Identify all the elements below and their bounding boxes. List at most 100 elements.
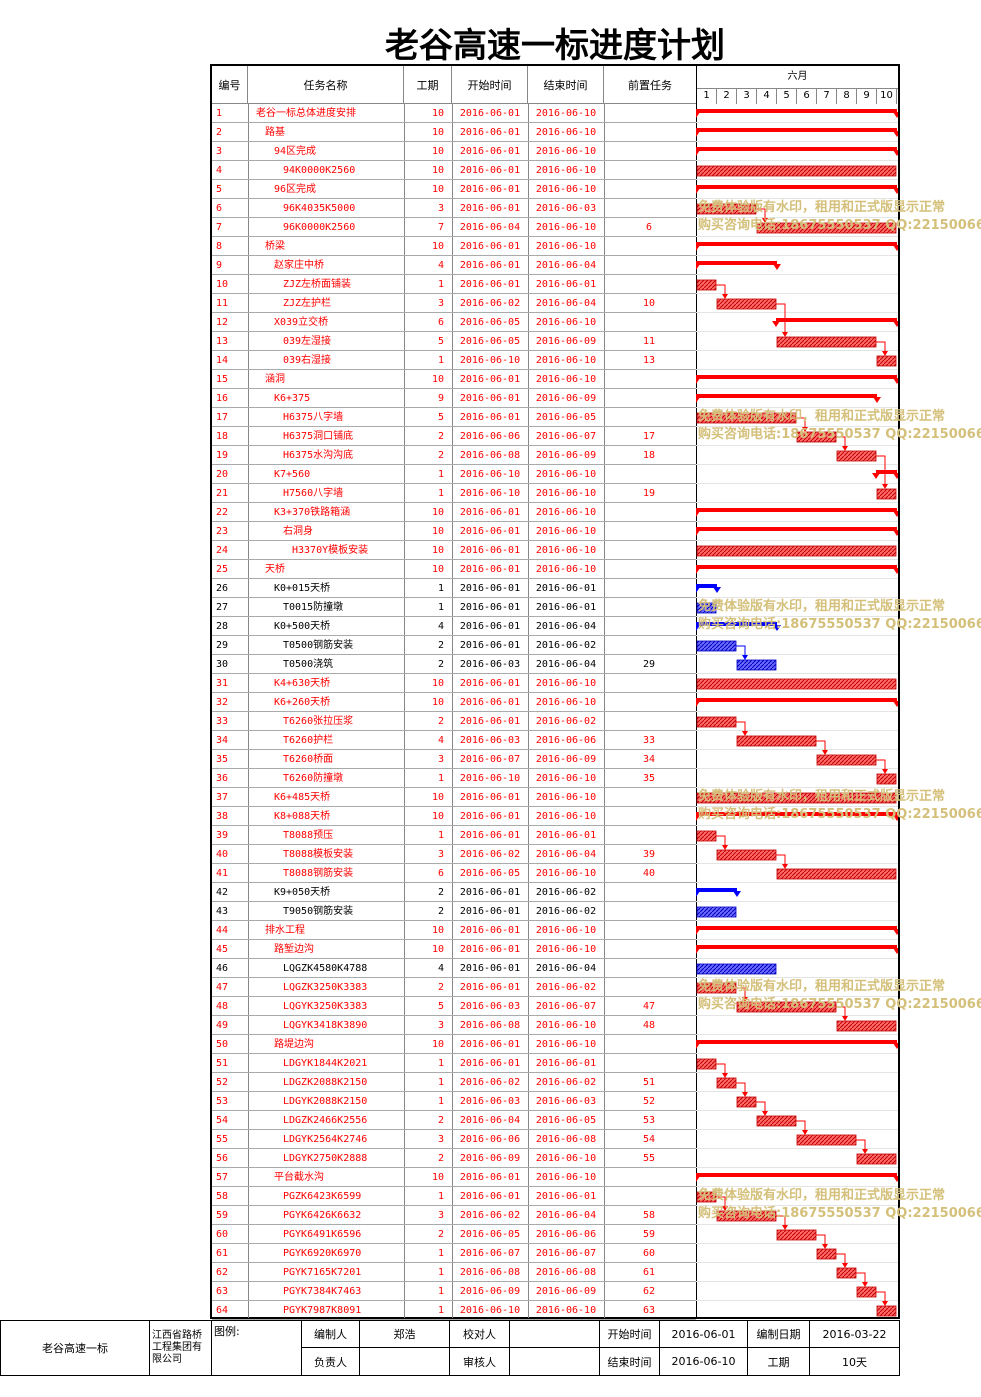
cell-start: 2016-06-07 xyxy=(459,1248,521,1259)
footer-project: 老谷高速一标 xyxy=(0,1320,150,1376)
cell-name: 路堑边沟 xyxy=(274,944,314,955)
cell-pred xyxy=(604,104,694,123)
summary-bar xyxy=(696,109,897,113)
cell-end: 2016-06-08 xyxy=(535,1134,597,1145)
summary-bar-end xyxy=(873,397,881,403)
cell-end: 2016-06-10 xyxy=(535,1153,597,1164)
table-row: 14 039右湿接 1 2016-06-10 2016-06-10 13 xyxy=(212,351,696,370)
summary-bar xyxy=(696,375,897,379)
cell-start: 2016-06-02 xyxy=(459,1210,521,1221)
cell-end: 2016-06-10 xyxy=(535,127,597,138)
day-header-cell: 2 xyxy=(717,88,737,104)
cell-id: 50 xyxy=(216,1039,229,1050)
cell-end: 2016-06-02 xyxy=(535,906,597,917)
cell-dur: 10 xyxy=(431,526,444,537)
cell-pred xyxy=(604,389,694,408)
task-bar xyxy=(856,1153,897,1165)
cell-end: 2016-06-10 xyxy=(535,868,597,879)
dependency-arrow xyxy=(742,997,748,1002)
cell-pred xyxy=(604,541,694,560)
cell-dur: 10 xyxy=(431,925,444,936)
footer-reviewer xyxy=(510,1348,600,1376)
cell-id: 15 xyxy=(216,374,229,385)
summary-bar-end xyxy=(696,948,700,954)
task-bar xyxy=(696,906,737,918)
cell-dur: 6 xyxy=(437,317,444,328)
summary-bar-end xyxy=(893,378,898,384)
task-bar xyxy=(696,602,717,614)
cell-pred xyxy=(604,617,694,636)
cell-dur: 5 xyxy=(437,412,444,423)
summary-bar-end xyxy=(696,378,700,384)
cell-dur: 9 xyxy=(437,393,444,404)
cell-pred: 11 xyxy=(642,336,656,347)
task-bar xyxy=(756,222,897,234)
cell-name: T0500浇筑 xyxy=(283,659,334,670)
cell-end: 2016-06-01 xyxy=(535,1191,597,1202)
table-row: 39 T8088预压 1 2016-06-01 2016-06-01 xyxy=(212,826,696,845)
dependency-arrow xyxy=(742,1092,748,1097)
cell-start: 2016-06-06 xyxy=(459,431,521,442)
watermark-line: 免费体验版有水印，租用和正式版显示正常 xyxy=(698,409,946,424)
cell-id: 1 xyxy=(216,108,223,119)
cell-dur: 4 xyxy=(437,963,444,974)
cell-dur: 3 xyxy=(437,849,444,860)
dependency-line xyxy=(756,1101,766,1115)
dependency-line xyxy=(796,1120,806,1134)
day-header-cell: 4 xyxy=(757,88,777,104)
dependency-arrow xyxy=(782,1225,788,1230)
summary-bar-end xyxy=(696,891,700,897)
cell-id: 51 xyxy=(216,1058,229,1069)
table-row: 60 PGYK6491K6596 2 2016-06-05 2016-06-06 59 xyxy=(212,1225,696,1244)
cell-dur: 2 xyxy=(437,716,444,727)
cell-dur: 1 xyxy=(437,279,444,290)
cell-id: 38 xyxy=(216,811,229,822)
cell-dur: 3 xyxy=(437,1210,444,1221)
table-row: 45 路堑边沟 10 2016-06-01 2016-06-10 xyxy=(212,940,696,959)
dependency-arrow xyxy=(882,1301,888,1306)
cell-start: 2016-06-01 xyxy=(459,944,521,955)
summary-bar xyxy=(696,128,897,132)
summary-bar xyxy=(696,261,777,265)
cell-name: 94区完成 xyxy=(274,146,317,157)
table-row: 47 LQGZK3250K3383 2 2016-06-01 2016-06-02 xyxy=(212,978,696,997)
summary-bar xyxy=(696,1040,897,1044)
cell-name: 桥梁 xyxy=(265,241,285,252)
dependency-line xyxy=(856,1139,866,1153)
cell-dur: 4 xyxy=(437,260,444,271)
table-row: 8 桥梁 10 2016-06-01 2016-06-10 xyxy=(212,237,696,256)
cell-end: 2016-06-10 xyxy=(535,564,597,575)
cell-name: PGYK6920K6970 xyxy=(283,1248,362,1259)
cell-start: 2016-06-09 xyxy=(459,1286,521,1297)
table-row: 26 K0+015天桥 1 2016-06-01 2016-06-01 xyxy=(212,579,696,598)
cell-pred xyxy=(604,256,694,275)
footer-compiler: 郑浩 xyxy=(360,1320,450,1348)
cell-dur: 1 xyxy=(437,773,444,784)
cell-end: 2016-06-07 xyxy=(535,1001,597,1012)
cell-pred: 62 xyxy=(642,1286,656,1297)
cell-id: 62 xyxy=(216,1267,229,1278)
cell-dur: 10 xyxy=(431,165,444,176)
cell-name: PGZK6423K6599 xyxy=(283,1191,362,1202)
dependency-line xyxy=(756,208,766,222)
summary-bar xyxy=(696,945,897,949)
cell-dur: 5 xyxy=(437,336,444,347)
cell-dur: 1 xyxy=(437,1267,444,1278)
cell-name: X039立交桥 xyxy=(274,317,329,328)
summary-bar-end xyxy=(773,625,781,631)
cell-pred: 18 xyxy=(642,450,656,461)
cell-id: 49 xyxy=(216,1020,229,1031)
cell-start: 2016-06-01 xyxy=(459,621,521,632)
cell-pred xyxy=(604,598,694,617)
cell-dur: 10 xyxy=(431,1172,444,1183)
table-row: 27 T0015防撞墩 1 2016-06-01 2016-06-01 xyxy=(212,598,696,617)
cell-name: 平台截水沟 xyxy=(274,1172,324,1183)
cell-name: LDGYK2750K2888 xyxy=(283,1153,368,1164)
cell-end: 2016-06-01 xyxy=(535,1058,597,1069)
cell-name: T9050钢筋安装 xyxy=(283,906,354,917)
summary-bar xyxy=(776,318,897,322)
cell-name: T0500钢筋安装 xyxy=(283,640,354,651)
summary-bar-end xyxy=(696,188,700,194)
cell-start: 2016-06-01 xyxy=(459,1058,521,1069)
cell-end: 2016-06-10 xyxy=(535,184,597,195)
